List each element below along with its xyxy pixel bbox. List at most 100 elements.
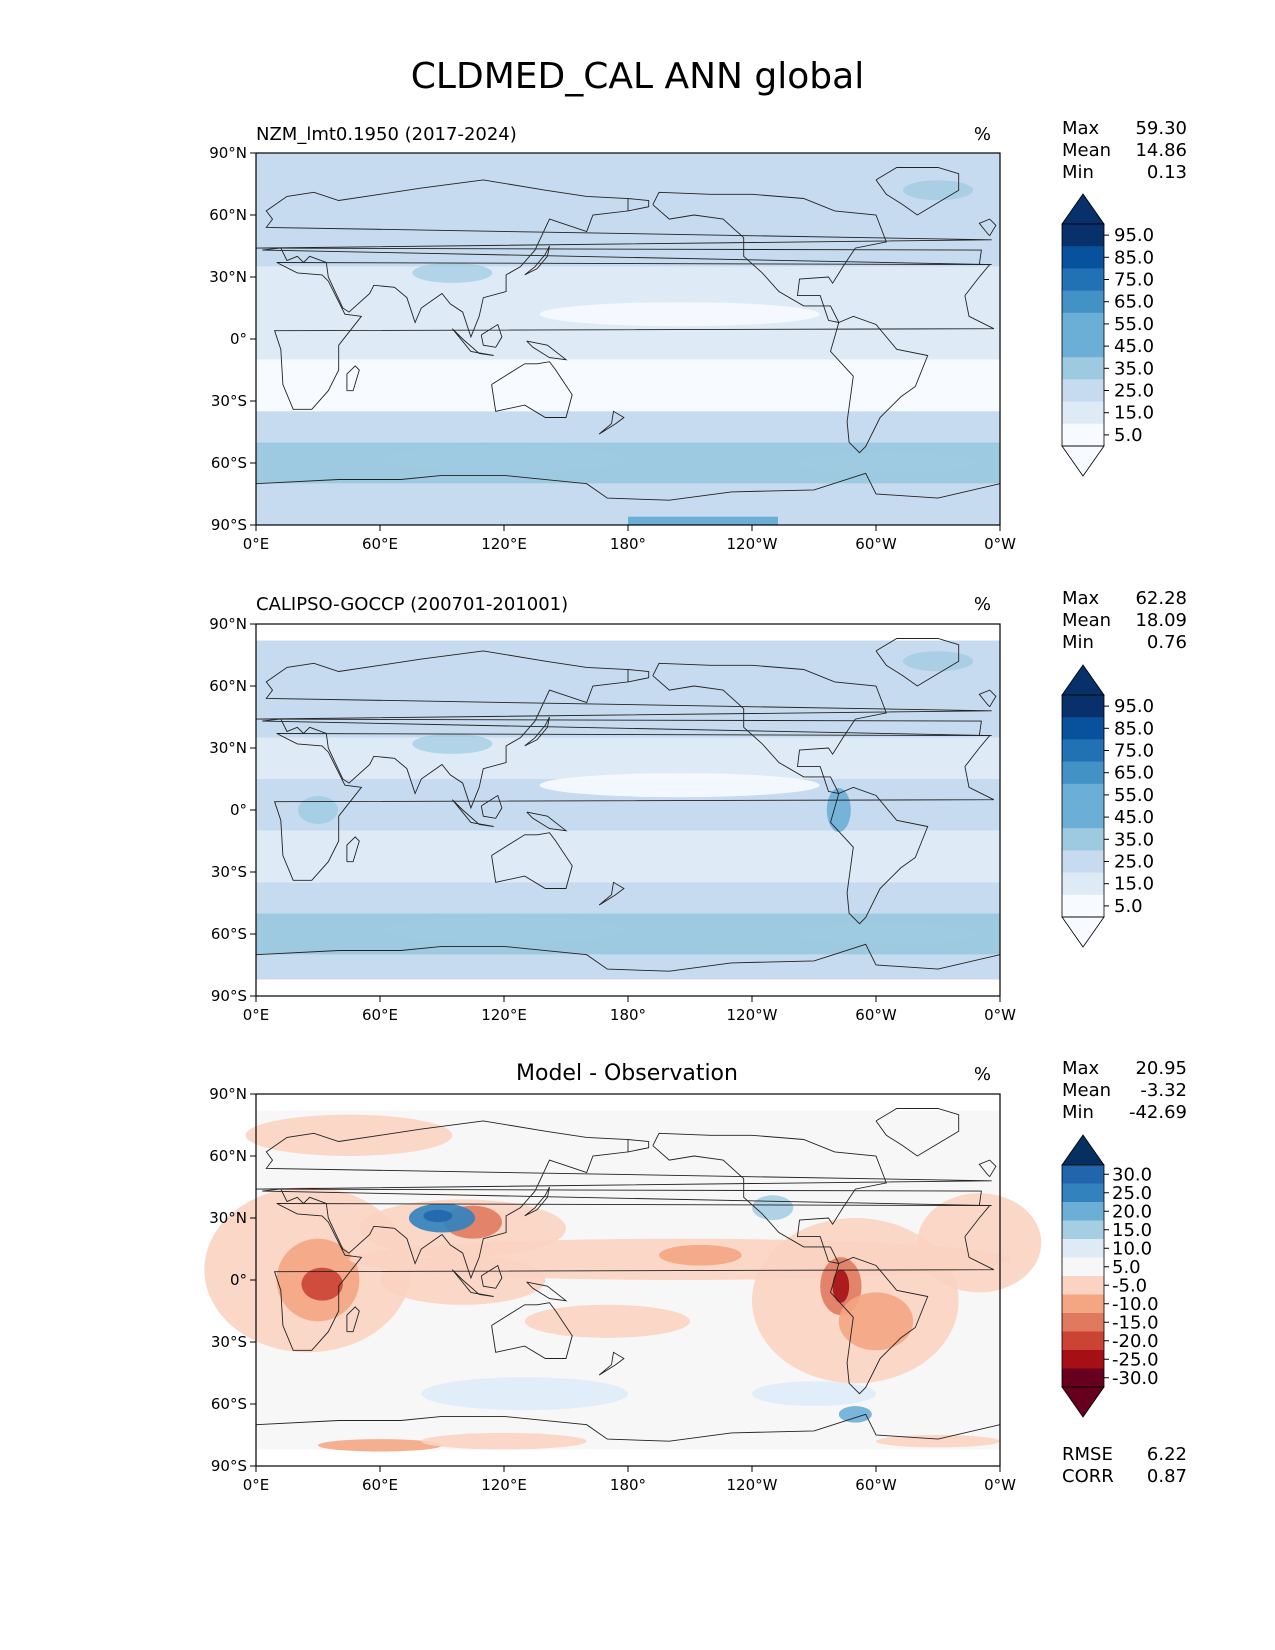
stat-min-label: Min [1062,162,1094,183]
difference-blob [524,1304,690,1338]
difference-blob [423,1209,453,1223]
colorbar-segment [1062,894,1104,918]
colorbar-tick-label: 15.0 [1114,403,1154,424]
southern-ocean-cloud [796,452,977,474]
colorbar-segment [1062,1350,1104,1369]
coastline [491,832,573,889]
y-tick-label: 90°S [211,516,247,534]
colorbar-tick-label: 45.0 [1114,336,1154,357]
colorbar-frame [1061,1164,1105,1388]
coastline [598,881,625,906]
tibet-cloud [412,262,493,283]
x-tick-label: 0°W [984,535,1016,553]
colorbar-segment [1062,1294,1104,1314]
colorbar-segment [1062,850,1104,874]
colorbar-segment [1062,783,1104,807]
coastline [875,1108,960,1157]
x-tick-label: 60°W [855,535,897,553]
difference-blob [421,1377,628,1411]
difference-blob [659,1244,742,1266]
colorbar-segment [1062,1368,1104,1388]
colorbar-extend-max [1061,193,1105,225]
stats-box: Max 59.30 Mean 14.86 Min 0.13 [1062,118,1187,183]
colorbar-tick-label: 95.0 [1114,225,1154,246]
cloud-band [256,830,1000,883]
colorbar-segment [1062,1220,1104,1240]
coastline [256,650,992,810]
colorbar-tick-label: 20.0 [1112,1201,1152,1222]
stats-box: Max 20.95 Mean -3.32 Min -42.69 [1062,1058,1187,1123]
coastline [526,811,568,832]
y-tick-label: 90°S [211,987,247,1005]
x-tick-label: 120°E [481,1476,527,1494]
axis-ticks: 0°E 60°E 120°E 180° 120°W 60°W 0°W 90°N 60°N 30°N… [209,1085,1016,1494]
southern-ocean-cloud [796,923,977,945]
difference-blob [318,1439,442,1452]
coastline [526,340,568,361]
colorbar-tick-label: 10.0 [1112,1238,1152,1259]
coastline [627,669,650,683]
coastline [524,1186,550,1217]
figure-title: CLDMED_CAL ANN global [410,56,865,97]
panel-title: NZM_lmt0.1950 (2017-2024) [256,124,517,145]
x-tick-label: 60°W [855,1476,897,1494]
colorbar-segment [1062,379,1104,403]
difference-blob [917,1193,1042,1293]
x-tick-label: 0°W [984,1006,1016,1024]
colorbar-segment [1062,1239,1104,1258]
colorbar-tick-label: 55.0 [1114,785,1154,806]
difference-blob [838,1292,914,1351]
colorbar-segment [1062,268,1104,292]
coastline [978,1159,997,1178]
colorbar-tick-label: 65.0 [1114,763,1154,784]
coastline [451,799,494,827]
coastline [875,167,960,216]
colorbar-segment [1062,1202,1104,1221]
difference-blob [752,1195,794,1221]
coastline [524,245,550,276]
x-tick-label: 60°E [362,1006,398,1024]
colorbar-tick-label: 5.0 [1114,896,1143,917]
units-label: % [974,1064,991,1085]
coastline [346,836,360,863]
coastlines [256,1108,1000,1442]
coastline [256,1120,992,1280]
stat-mean-label: Mean [1062,1080,1111,1101]
units-label: % [974,594,991,615]
colorbar-tick-label: 45.0 [1114,807,1154,828]
colorbar-segment [1062,739,1104,763]
x-tick-label: 120°W [727,1006,778,1024]
stat-mean-value: -3.32 [1140,1080,1187,1101]
colorbar-extend-min [1061,916,1105,948]
x-tick-label: 0°E [243,535,270,553]
coastline [491,361,573,418]
stat-min-value: 0.76 [1147,632,1187,653]
stat-max-label: Max [1062,588,1100,609]
cloud-band [256,411,1000,443]
y-tick-label: 60°N [209,677,247,695]
coastline [491,1302,573,1359]
colorbar-segment [1062,872,1104,896]
greenland-cloud [903,180,973,201]
axis-ticks: 0°E 60°E 120°E 180° 120°W 60°W 0°W 90°N 60°N 30°N… [209,144,1016,553]
colorbar-frame [1061,223,1105,447]
colorbar-tick-label: 30.0 [1112,1164,1152,1185]
panel-title: Model - Observation [516,1061,738,1086]
x-tick-label: 60°E [362,535,398,553]
coastline [480,1264,503,1289]
coastline [524,716,550,747]
coastline [346,365,360,392]
x-tick-label: 0°E [243,1006,270,1024]
panel-difference: Model - Observation % 0°E 60°E 120°E 180° 12… [204,1058,1187,1494]
stat-min-value: 0.13 [1147,162,1187,183]
colorbar-segment [1062,1183,1104,1203]
colorbar-tick-label: 65.0 [1114,292,1154,313]
cloud-band [256,882,1000,914]
greenland-cloud [903,651,973,672]
x-tick-label: 180° [610,1006,646,1024]
colorbar-tick-label: -10.0 [1112,1294,1159,1315]
x-tick-label: 120°W [727,1476,778,1494]
stat-mean-value: 18.09 [1135,610,1187,631]
coastline [652,191,887,324]
x-tick-label: 0°W [984,1476,1016,1494]
